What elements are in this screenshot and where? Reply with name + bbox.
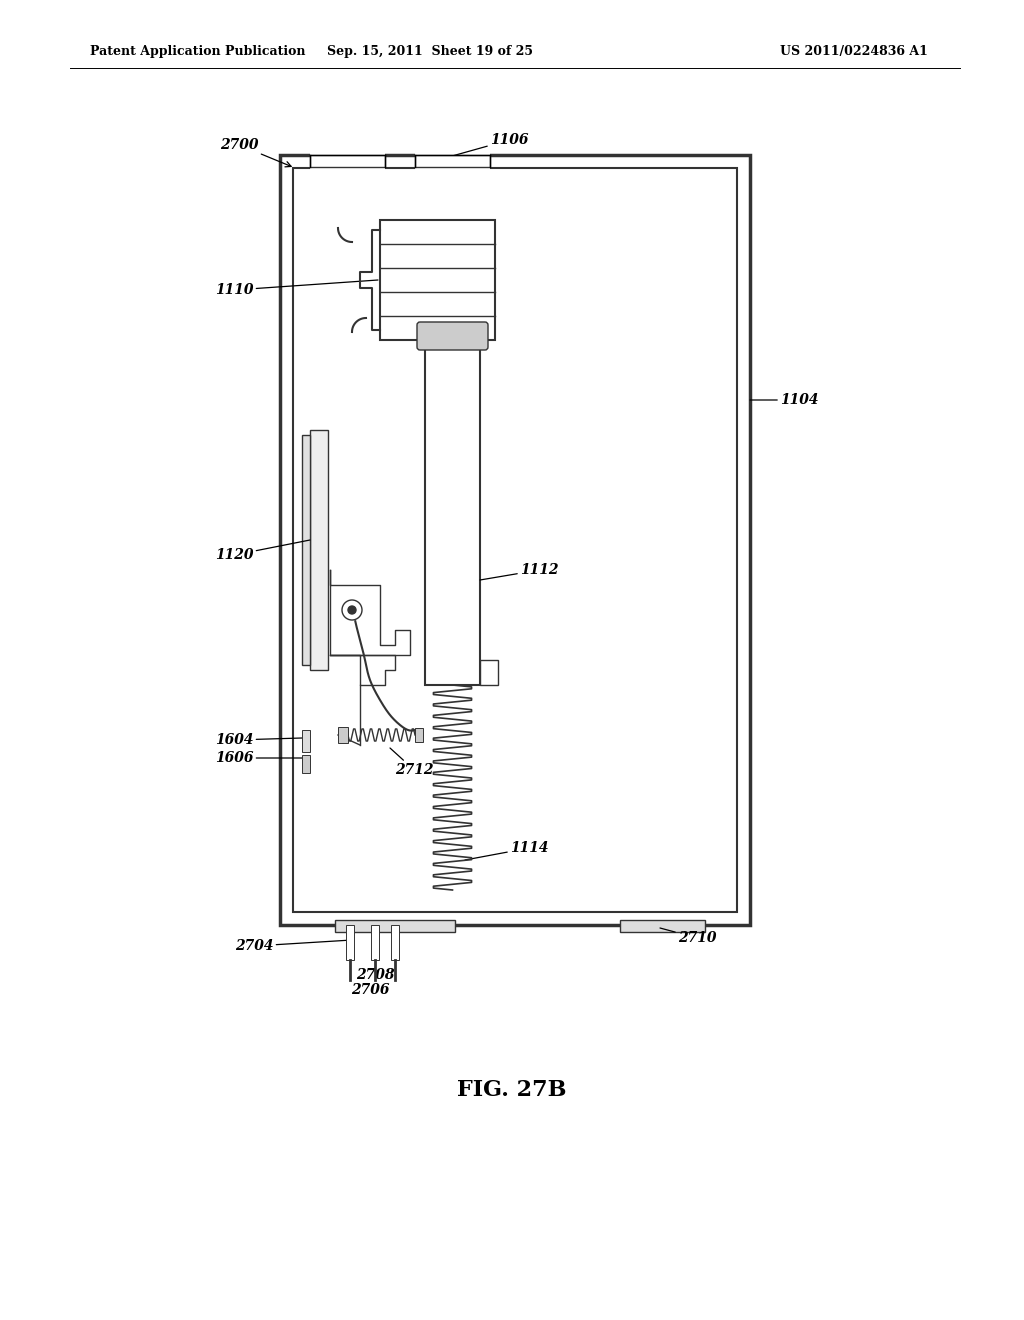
Bar — [371, 925, 379, 960]
Bar — [310, 150, 385, 170]
Bar — [310, 154, 385, 168]
Text: 1104: 1104 — [750, 393, 818, 407]
Circle shape — [342, 601, 362, 620]
Bar — [391, 925, 399, 960]
Text: Patent Application Publication: Patent Application Publication — [90, 45, 305, 58]
Bar — [415, 154, 490, 168]
Bar — [415, 150, 490, 170]
Bar — [425, 345, 480, 685]
Text: 1110: 1110 — [215, 280, 378, 297]
Text: 2708: 2708 — [355, 968, 394, 982]
Text: Sep. 15, 2011  Sheet 19 of 25: Sep. 15, 2011 Sheet 19 of 25 — [327, 45, 534, 58]
Text: 1604: 1604 — [215, 733, 302, 747]
Bar — [302, 755, 310, 774]
Text: 2700: 2700 — [220, 139, 291, 166]
Bar — [480, 660, 498, 685]
Text: 1114: 1114 — [465, 841, 549, 861]
Bar — [380, 220, 495, 341]
Text: 1112: 1112 — [480, 564, 558, 579]
Text: 2712: 2712 — [390, 748, 433, 777]
Text: FIG. 27B: FIG. 27B — [458, 1078, 566, 1101]
Bar — [293, 168, 737, 912]
Polygon shape — [330, 570, 410, 655]
Bar — [335, 920, 455, 932]
Bar — [310, 430, 328, 671]
Text: US 2011/0224836 A1: US 2011/0224836 A1 — [780, 45, 928, 58]
FancyBboxPatch shape — [417, 322, 488, 350]
Polygon shape — [330, 655, 395, 685]
Bar — [620, 920, 705, 932]
Circle shape — [348, 606, 356, 614]
Text: 1606: 1606 — [215, 751, 302, 766]
Text: 2710: 2710 — [660, 928, 717, 945]
Bar — [302, 730, 310, 752]
Bar — [302, 436, 310, 665]
Bar — [346, 925, 354, 960]
Text: 2706: 2706 — [351, 983, 389, 997]
Text: 2704: 2704 — [234, 939, 352, 953]
Text: 1120: 1120 — [215, 540, 310, 562]
Bar — [338, 727, 348, 743]
Text: 1106: 1106 — [445, 133, 528, 158]
Bar — [280, 154, 750, 925]
Bar — [415, 729, 423, 742]
